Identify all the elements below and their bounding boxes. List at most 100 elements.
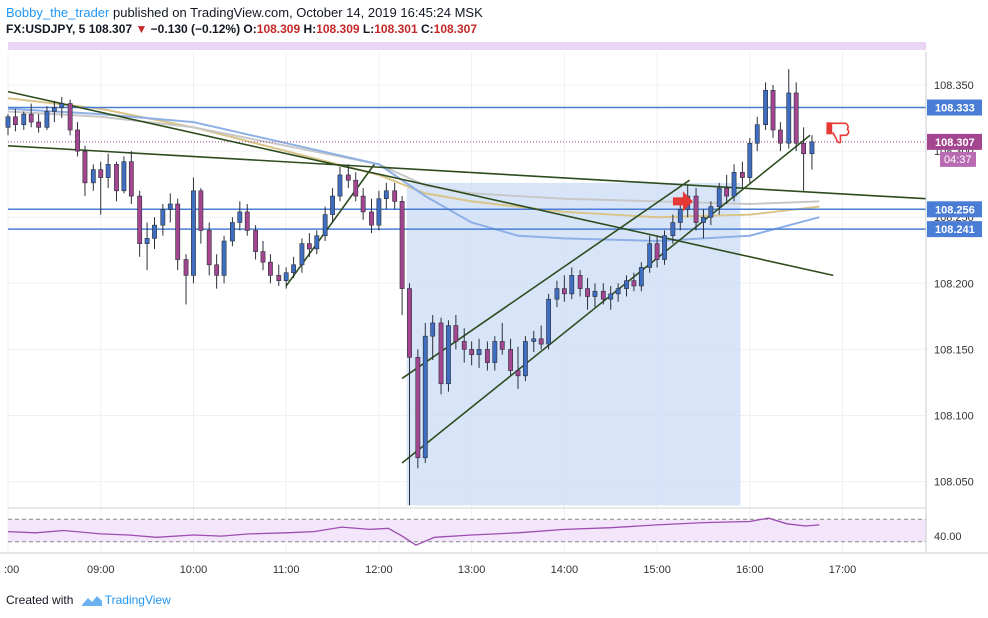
x-tick-label: 13:00 — [458, 564, 486, 576]
tradingview-brand[interactable]: TradingView — [104, 593, 171, 607]
countdown-tag: 04:37 — [940, 151, 976, 167]
candle-body — [708, 206, 714, 218]
candle-body — [592, 290, 598, 297]
candle-body — [82, 150, 88, 184]
candle — [345, 164, 351, 189]
last-price-tag-text: 108.307 — [935, 137, 975, 149]
level-tag-bg — [927, 221, 982, 238]
candle — [422, 322, 428, 464]
candle-body — [392, 190, 398, 202]
candle-body — [206, 230, 212, 266]
candle — [268, 254, 273, 284]
x-tick-label: :00 — [4, 564, 19, 576]
open-value: 108.309 — [256, 22, 301, 36]
candle — [5, 114, 11, 136]
candle-body — [747, 142, 753, 178]
candle — [801, 127, 806, 191]
candle — [183, 254, 189, 305]
candle — [809, 135, 815, 170]
tradingview-logo-icon — [81, 595, 102, 606]
candle-body — [531, 338, 537, 342]
candle — [128, 151, 134, 204]
candle — [716, 182, 722, 215]
candle — [469, 341, 475, 366]
candle — [82, 145, 88, 197]
candle — [600, 283, 606, 305]
candle-body — [793, 92, 799, 144]
candle-body — [446, 325, 451, 385]
author-link[interactable]: Bobby_the_trader — [6, 5, 110, 20]
candle-body — [546, 298, 551, 345]
candle — [98, 161, 104, 215]
candle — [615, 283, 621, 302]
candle — [337, 166, 343, 202]
candle — [453, 315, 459, 350]
trendline — [7, 145, 927, 200]
candle — [608, 285, 614, 310]
candle-body — [422, 335, 428, 459]
candle-body — [376, 198, 382, 226]
symbol-info: FX:USDJPY, 5 108.307 ▼ −0.130 (−0.12%) O… — [6, 22, 477, 36]
candle — [724, 174, 730, 204]
candle-body — [283, 272, 289, 281]
candle — [214, 254, 220, 289]
candle-body — [314, 235, 320, 250]
candle — [662, 230, 667, 265]
candle-body — [260, 251, 266, 263]
y-tick-label: 108.150 — [934, 344, 974, 356]
candle — [121, 156, 127, 194]
candle — [677, 201, 683, 231]
candle-body — [214, 264, 220, 276]
candle-body — [121, 161, 127, 192]
candle-body — [36, 121, 41, 128]
candle-body — [128, 161, 134, 197]
candle — [260, 241, 266, 271]
candle — [731, 164, 737, 202]
candle — [360, 188, 366, 220]
close-value: 108.307 — [433, 22, 478, 36]
x-tick-label: 11:00 — [273, 564, 300, 576]
candle — [654, 235, 660, 268]
candle-body — [786, 92, 792, 144]
candle-body — [407, 288, 412, 358]
candle — [221, 235, 227, 284]
candle-body — [801, 142, 806, 155]
candle — [114, 161, 119, 202]
candle — [585, 278, 590, 310]
candle-body — [577, 275, 583, 289]
candle — [546, 293, 551, 350]
candle — [538, 325, 544, 350]
candle-body — [484, 349, 490, 363]
footer: Created with TradingView — [6, 593, 171, 607]
candle — [708, 201, 714, 226]
candle-body — [105, 164, 111, 178]
candle-body — [438, 322, 444, 385]
x-tick-label: 14:00 — [551, 564, 579, 576]
candle-body — [554, 288, 560, 300]
candle-body — [415, 357, 421, 459]
candle — [314, 230, 320, 255]
candle-body — [144, 238, 150, 244]
candle — [638, 262, 644, 292]
candle — [28, 103, 34, 128]
candle-body — [724, 187, 730, 197]
candle — [770, 85, 776, 138]
candle — [461, 328, 467, 363]
y-tick-label: 108.200 — [934, 278, 974, 290]
symbol-label: FX:USDJPY, 5 — [6, 22, 86, 36]
candle-body — [508, 349, 513, 371]
candle-body — [701, 216, 706, 223]
low-value: 108.301 — [374, 22, 418, 36]
candle-body — [306, 243, 312, 250]
x-tick-label: 16:00 — [736, 564, 764, 576]
candle — [13, 108, 18, 132]
candle-body — [75, 129, 80, 152]
candle-body — [476, 349, 482, 355]
candle — [577, 270, 583, 297]
candle-body — [624, 280, 629, 289]
candle-body — [175, 203, 181, 260]
candle — [786, 69, 792, 149]
candle — [561, 275, 567, 302]
candle-body — [360, 195, 366, 213]
